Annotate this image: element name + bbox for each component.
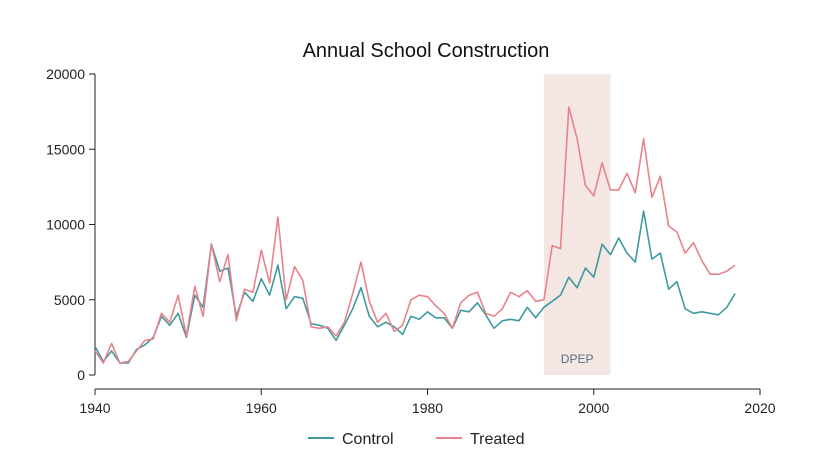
series-lines	[94, 106, 736, 364]
y-tick-label: 20000	[46, 66, 85, 82]
series-line-treated	[94, 106, 736, 364]
y-tick-label: 15000	[46, 141, 85, 157]
y-tick-label: 5000	[54, 292, 85, 308]
x-tick-label: 1980	[412, 400, 443, 416]
series-line-control	[94, 210, 736, 364]
legend-label-treated: Treated	[470, 431, 525, 448]
dpep-shaded-region	[543, 74, 611, 375]
x-tick-label: 2020	[744, 400, 775, 416]
y-tick-label: 10000	[46, 217, 85, 233]
chart-title: Annual School Construction	[303, 40, 550, 62]
x-tick-label: 2000	[578, 400, 609, 416]
legend-label-control: Control	[342, 431, 394, 448]
x-tick-label: 1940	[79, 400, 110, 416]
legend: Control Treated	[308, 431, 525, 448]
x-tick-label: 1960	[246, 400, 277, 416]
y-tick-label: 0	[77, 367, 85, 383]
x-axis-ticks: 1940 1960 1980 2000 2020	[79, 389, 776, 416]
y-axis-ticks: 0 5000 10000 15000 20000	[46, 66, 95, 383]
dpep-region-label: DPEP	[561, 352, 594, 366]
